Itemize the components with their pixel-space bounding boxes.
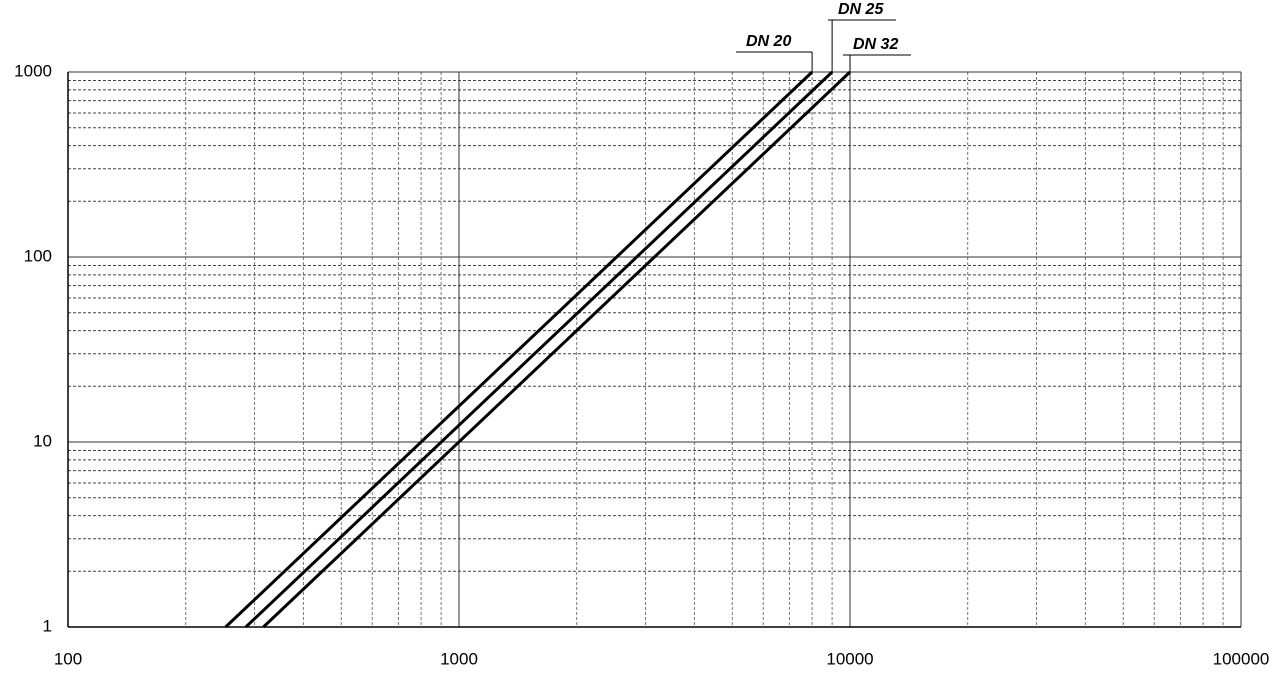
y-tick-label: 10	[33, 431, 52, 450]
x-tick-label: 100	[54, 649, 82, 668]
series-line	[262, 70, 852, 629]
series-line	[244, 70, 834, 629]
series-label: DN 25	[838, 1, 884, 18]
series-label: DN 20	[746, 33, 791, 50]
y-tick-label: 1	[43, 616, 52, 635]
x-tick-label: 1000	[440, 649, 478, 668]
y-tick-label: 1000	[14, 61, 52, 80]
series-label: DN 32	[853, 36, 898, 53]
x-tick-label: 10000	[826, 649, 873, 668]
y-tick-label: 100	[24, 246, 52, 265]
series-line	[224, 70, 814, 629]
x-tick-label: 100000	[1213, 649, 1270, 668]
